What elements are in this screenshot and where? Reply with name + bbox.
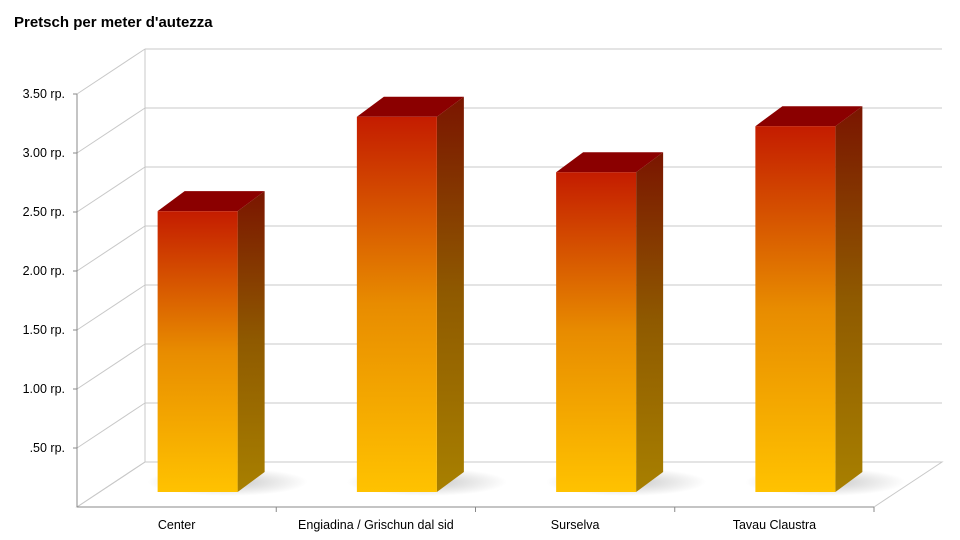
bar <box>556 172 637 492</box>
y-tick-label: 2.00 rp. <box>23 264 65 278</box>
y-tick-label: 3.50 rp. <box>23 87 65 101</box>
gridline-side <box>76 284 146 331</box>
chart-title: Pretsch per meter d'autezza <box>14 14 213 31</box>
x-category-label: Engiadina / Grischun dal sid <box>298 518 454 532</box>
x-category-label: Center <box>158 518 196 532</box>
bar-side <box>835 106 863 492</box>
y-tick-label: .50 rp. <box>30 441 65 455</box>
bar-top <box>356 96 464 117</box>
y-tick-label: 2.50 rp. <box>23 205 65 219</box>
bar <box>356 116 437 492</box>
gridline-side <box>76 225 146 272</box>
bar <box>157 211 238 492</box>
gridline-side <box>76 402 146 449</box>
bar-top <box>556 152 664 173</box>
bar <box>755 126 836 492</box>
axes <box>73 93 875 512</box>
gridline-side <box>76 48 146 95</box>
y-tick-label: 1.00 rp. <box>23 382 65 396</box>
bar-top <box>157 191 265 212</box>
gridline-side <box>76 343 146 390</box>
bar-side <box>237 191 265 492</box>
bar-top <box>755 106 863 127</box>
y-tick-label: 1.50 rp. <box>23 323 65 337</box>
gridline-side <box>76 107 146 154</box>
bar-side <box>636 152 664 492</box>
y-tick-labels: .50 rp. 1.00 rp. 1.50 rp. 2.00 rp. 2.50 rp. 3… <box>23 87 65 455</box>
x-category-label: Surselva <box>551 518 600 532</box>
bars <box>147 96 906 496</box>
gridline-side <box>76 166 146 213</box>
x-category-labels: Center Engiadina / Grischun dal sid Sursel… <box>158 518 816 532</box>
x-category-label: Tavau Claustra <box>733 518 816 532</box>
bar-side <box>436 96 464 492</box>
y-tick-label: 3.00 rp. <box>23 146 65 160</box>
